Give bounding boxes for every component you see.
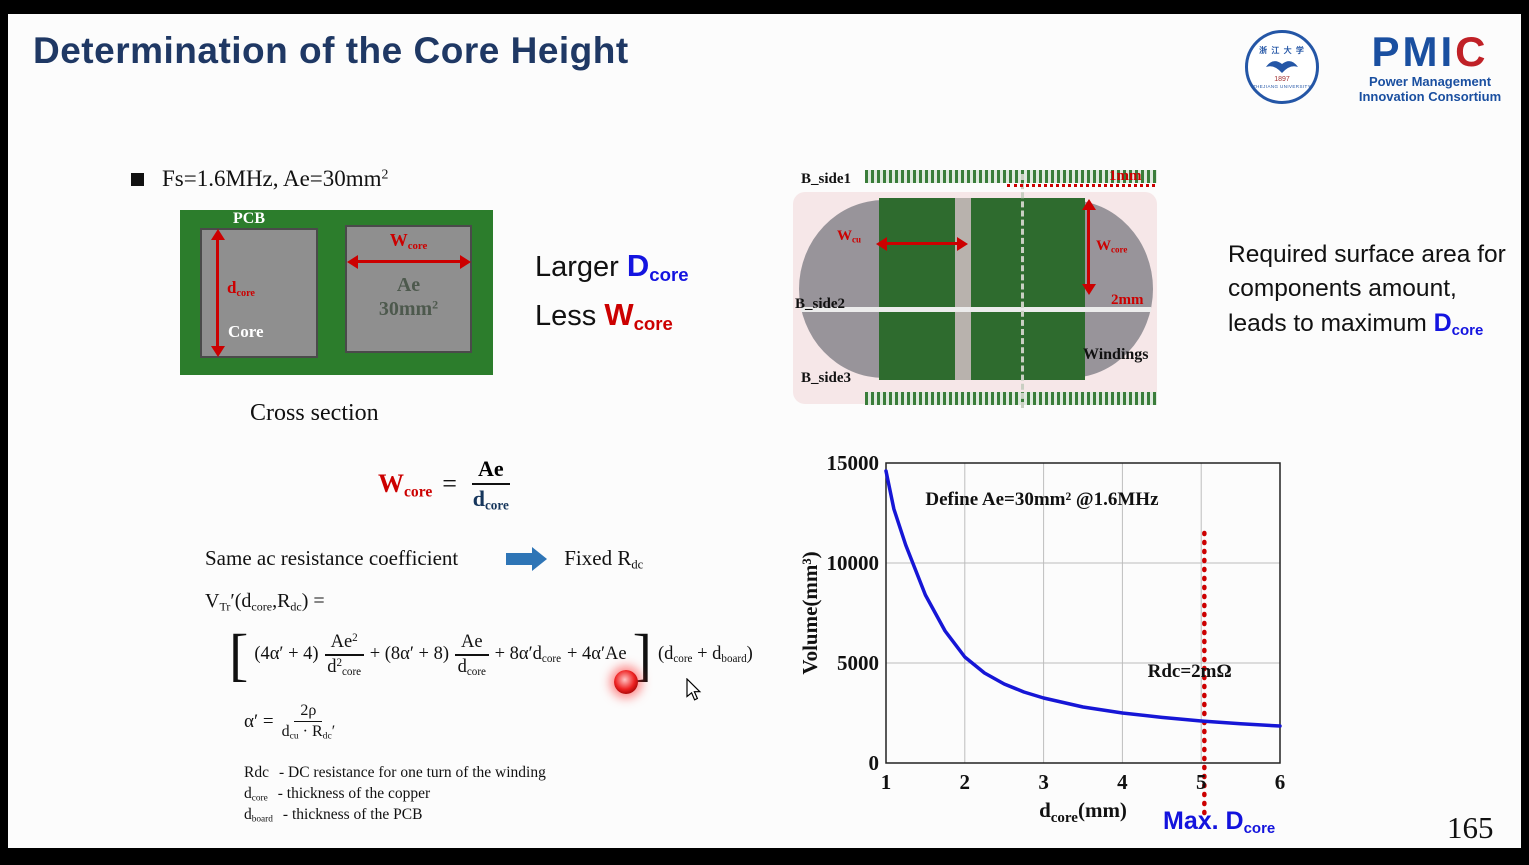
svg-text:10000: 10000 [827, 551, 880, 575]
board-mid-line [801, 307, 1151, 312]
svg-text:dcore(mm): dcore(mm) [1039, 798, 1127, 826]
zju-eagle-icon [1266, 61, 1298, 73]
surface-area-note: Required surface area for components amo… [1228, 241, 1506, 340]
resistance-condition-row: Same ac resistance coefficient Fixed Rdc [205, 546, 643, 571]
left-bracket: [ [229, 622, 249, 687]
zju-seal-logo: 浙 江 大 学 1897 ZHEJIANG UNIVERSITY [1245, 30, 1319, 104]
wcore-eq-fraction: Ae dcore [471, 456, 510, 513]
wcore-eq-lhs: Wcore [378, 469, 433, 501]
core-square-left [200, 228, 318, 358]
b-side3-label: B_side3 [801, 370, 852, 386]
definition-row: dcore - thickness of the copper [244, 785, 431, 804]
wcu-dimension-arrow [876, 236, 968, 251]
winding-area [879, 198, 1085, 380]
wcore-label: Wcore [389, 230, 428, 253]
fraction-ae2-dcore2: Ae2 d2core [324, 632, 364, 678]
svg-text:Rdc=2mΩ: Rdc=2mΩ [1148, 661, 1232, 682]
right-bracket: ] [632, 622, 652, 687]
definition-row: Rdc - DC resistance for one turn of the w… [244, 764, 546, 781]
svg-text:1: 1 [881, 770, 892, 794]
core-square-right [345, 225, 472, 353]
svg-text:2: 2 [960, 770, 971, 794]
dcore-label: dcore [227, 278, 255, 299]
same-ac-text: Same ac resistance coefficient [205, 546, 459, 570]
volume-formula: [ (4α′ + 4) Ae2 d2core + (8α′ + 8) Ae dc… [229, 622, 753, 687]
svg-text:5000: 5000 [837, 651, 879, 675]
svg-text:4: 4 [1117, 770, 1128, 794]
svg-text:15000: 15000 [827, 455, 880, 475]
svg-text:6: 6 [1275, 770, 1286, 794]
bullet-text: Fs=1.6MHz, Ae=30mm2 [162, 166, 389, 191]
wcore-equation: Wcore = Ae dcore [378, 456, 515, 512]
volume-chart-svg: 0 5000 10000 15000 1 2 3 4 5 6 Define Ae=30mm² @1.… [798, 451, 1286, 826]
definition-row: dboard - thickness of the PCB [244, 806, 423, 825]
equals-sign: = [442, 469, 457, 498]
svg-text:5: 5 [1196, 770, 1207, 794]
vtr-function-label: VTr′(dcore,Rdc) = [205, 590, 325, 614]
pcb-label: PCB [233, 210, 265, 227]
pmic-letters-blue: PMI [1371, 28, 1456, 75]
pmic-letter-red: C [1455, 28, 1489, 75]
mouse-cursor-icon [686, 678, 702, 701]
pmic-subtitle-line2: Innovation Consortium [1358, 89, 1502, 104]
winding-gap [955, 198, 971, 380]
presentation-slide: Determination of the Core Height 浙 江 大 学… [8, 14, 1521, 848]
board-edge-bottom [865, 392, 1157, 405]
svg-text:0: 0 [869, 751, 880, 775]
core-label: Core [228, 322, 264, 341]
dcore-dimension-arrow [210, 229, 225, 357]
b-side2-label: B_side2 [795, 296, 846, 312]
max-dcore-label: Max. Dcore [1163, 807, 1276, 838]
less-wcore-line: Less Wcore [535, 297, 673, 335]
board-edge-top [865, 170, 1157, 183]
wcu-label: Wcu [837, 228, 861, 245]
wcore-topview-arrow [1081, 199, 1096, 295]
ae-value-label: 30mm2 [378, 297, 439, 320]
bullet-square-icon [131, 172, 144, 186]
fraction-ae-dcore: Ae dcore [455, 632, 489, 678]
larger-dcore-line: Larger Dcore [535, 248, 689, 286]
bullet-item: Fs=1.6MHz, Ae=30mm2 [131, 166, 388, 192]
cross-section-caption: Cross section [250, 400, 379, 426]
svg-text:Define Ae=30mm² @1.6MHz: Define Ae=30mm² @1.6MHz [925, 489, 1159, 510]
zju-seal-english-text: ZHEJIANG UNIVERSITY [1252, 84, 1312, 89]
core-cross-section-diagram: PCB dcore Core Wcore Ae 30mm2 [180, 210, 493, 375]
zju-seal-year: 1897 [1274, 76, 1290, 83]
alpha-fraction: 2ρ dcu · Rdc′ [281, 702, 336, 742]
svg-text:3: 3 [1038, 770, 1049, 794]
pmic-logo: PMIC Power Management Innovation Consort… [1342, 30, 1518, 105]
pmic-subtitle-line1: Power Management [1368, 74, 1492, 89]
two-mm-label: 2mm [1111, 292, 1144, 308]
volume-vs-dcore-chart: 0 5000 10000 15000 1 2 3 4 5 6 Define Ae=30mm² @1.… [795, 451, 1315, 863]
b-side1-label: B_side1 [801, 171, 852, 187]
page-number: 165 [1447, 810, 1494, 845]
laser-pointer-dot [614, 670, 638, 694]
symbol-definitions: Rdc - DC resistance for one turn of the w… [244, 762, 546, 825]
one-mm-label: 1mm [1109, 168, 1142, 184]
tradeoff-note: Larger Dcore Less Wcore [535, 242, 689, 340]
one-mm-dotted-line [1007, 184, 1155, 187]
page-title: Determination of the Core Height [33, 30, 629, 71]
pmic-wordmark: PMIC [1342, 30, 1518, 74]
alpha-prime-definition: α′ = 2ρ dcu · Rdc′ [244, 702, 336, 742]
ae-label: Ae [396, 274, 421, 296]
svg-text:Volume(mm³): Volume(mm³) [798, 551, 822, 674]
center-dashed-line [1021, 174, 1024, 408]
pcb-top-view-diagram: B_side1 1mm Wcu Wcore B_side2 2mm B_side… [793, 168, 1163, 414]
windings-label: Windings [1083, 346, 1149, 363]
wcore-dimension-arrow [347, 254, 471, 269]
zju-seal-chinese-text: 浙 江 大 学 [1259, 46, 1305, 55]
wcore-topview-label: Wcore [1096, 238, 1128, 255]
fixed-rdc-text: Fixed Rdc [564, 546, 644, 572]
right-arrow-icon [506, 546, 548, 571]
